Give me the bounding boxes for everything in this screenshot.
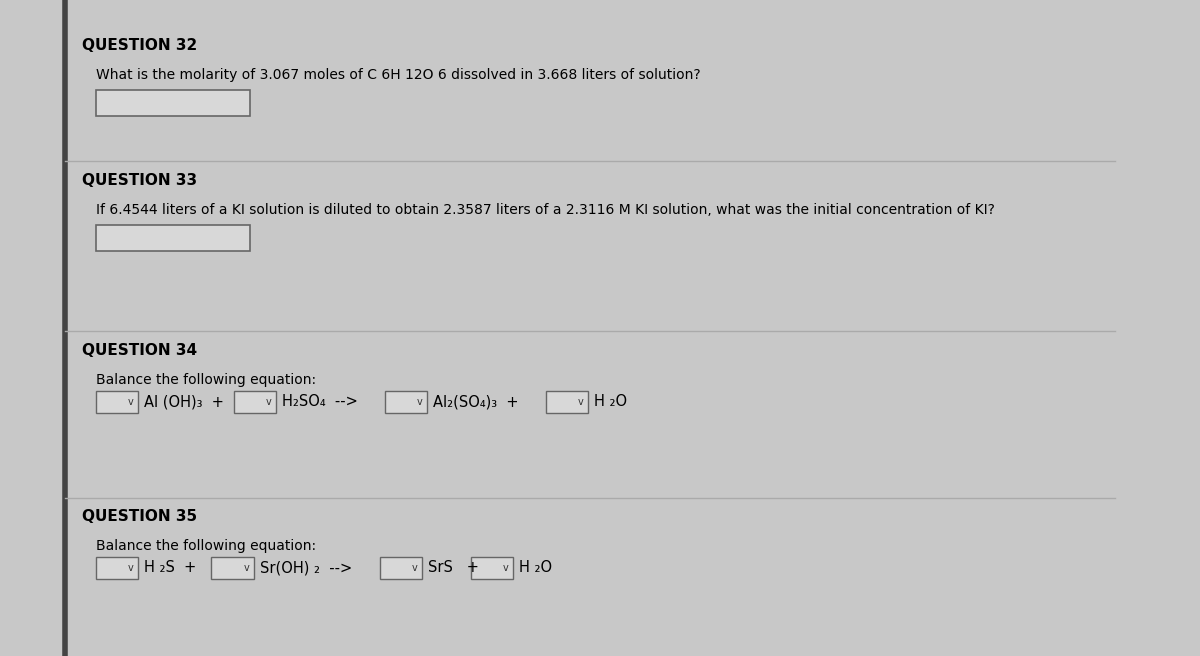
- Text: v: v: [577, 397, 583, 407]
- Text: v: v: [128, 397, 133, 407]
- Text: QUESTION 33: QUESTION 33: [82, 173, 197, 188]
- Text: H ₂O: H ₂O: [594, 394, 628, 409]
- Text: Al₂(SO₄)₃  +: Al₂(SO₄)₃ +: [433, 394, 518, 409]
- FancyBboxPatch shape: [211, 557, 253, 579]
- Text: v: v: [416, 397, 422, 407]
- Text: Balance the following equation:: Balance the following equation:: [96, 539, 317, 553]
- Text: v: v: [244, 563, 248, 573]
- FancyBboxPatch shape: [96, 391, 138, 413]
- Text: v: v: [128, 563, 133, 573]
- Text: QUESTION 34: QUESTION 34: [82, 343, 197, 358]
- FancyBboxPatch shape: [96, 225, 250, 251]
- Text: v: v: [503, 563, 509, 573]
- FancyBboxPatch shape: [384, 391, 427, 413]
- Text: Balance the following equation:: Balance the following equation:: [96, 373, 317, 387]
- FancyBboxPatch shape: [234, 391, 276, 413]
- Text: If 6.4544 liters of a KI solution is diluted to obtain 2.3587 liters of a 2.3116: If 6.4544 liters of a KI solution is dil…: [96, 203, 995, 217]
- Text: v: v: [412, 563, 418, 573]
- Text: What is the molarity of 3.067 moles of C 6H 12O 6 dissolved in 3.668 liters of s: What is the molarity of 3.067 moles of C…: [96, 68, 701, 82]
- Text: H ₂S  +: H ₂S +: [144, 560, 197, 575]
- Text: v: v: [265, 397, 271, 407]
- Text: H ₂O: H ₂O: [520, 560, 552, 575]
- Text: Al (OH)₃  +: Al (OH)₃ +: [144, 394, 224, 409]
- FancyBboxPatch shape: [546, 391, 588, 413]
- FancyBboxPatch shape: [472, 557, 514, 579]
- FancyBboxPatch shape: [96, 90, 250, 116]
- FancyBboxPatch shape: [96, 557, 138, 579]
- Text: QUESTION 35: QUESTION 35: [82, 509, 197, 524]
- FancyBboxPatch shape: [379, 557, 422, 579]
- Text: QUESTION 32: QUESTION 32: [82, 38, 197, 53]
- Text: SrS   +: SrS +: [428, 560, 479, 575]
- Text: Sr(OH) ₂  -->: Sr(OH) ₂ -->: [259, 560, 352, 575]
- Text: H₂SO₄  -->: H₂SO₄ -->: [282, 394, 358, 409]
